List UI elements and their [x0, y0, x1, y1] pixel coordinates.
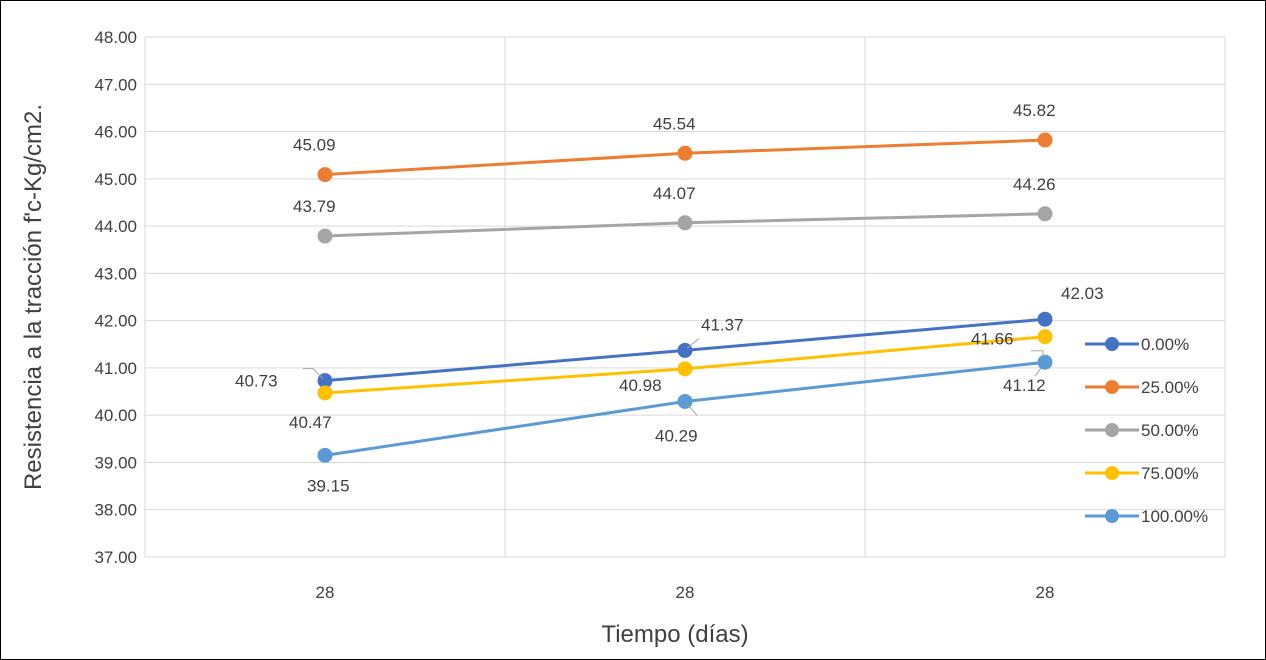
legend-marker: [1105, 509, 1119, 523]
data-point: [1037, 329, 1053, 345]
data-point: [317, 447, 333, 463]
data-label: 41.66: [971, 330, 1014, 349]
data-point: [1037, 354, 1053, 370]
legend-label: 100.00%: [1141, 507, 1208, 526]
data-label-leader: [1034, 367, 1042, 377]
data-point: [1037, 132, 1053, 148]
y-tick-label: 37.00: [94, 548, 137, 567]
legend-marker: [1105, 380, 1119, 394]
y-tick-label: 44.00: [94, 217, 137, 236]
data-label-leader: [686, 403, 698, 416]
y-tick-label: 46.00: [94, 123, 137, 142]
y-tick-label: 40.00: [94, 406, 137, 425]
data-label: 41.37: [701, 315, 744, 334]
data-label-leader: [686, 338, 700, 349]
data-label: 40.47: [289, 413, 332, 432]
legend-label: 75.00%: [1141, 464, 1199, 483]
data-label: 45.54: [653, 114, 696, 133]
data-label-leader: [303, 368, 324, 380]
data-label: 43.79: [293, 197, 336, 216]
data-point: [677, 145, 693, 161]
data-label: 39.15: [307, 476, 350, 495]
y-tick-label: 41.00: [94, 359, 137, 378]
y-tick-label: 45.00: [94, 170, 137, 189]
y-tick-label: 43.00: [94, 264, 137, 283]
data-label: 44.26: [1013, 175, 1056, 194]
legend-label: 50.00%: [1141, 421, 1199, 440]
data-point: [317, 228, 333, 244]
data-point: [1037, 206, 1053, 222]
legend-label: 25.00%: [1141, 378, 1199, 397]
x-axis-title: Tiempo (días): [601, 621, 748, 648]
legend-marker: [1105, 337, 1119, 351]
y-tick-label: 39.00: [94, 453, 137, 472]
x-tick-label: 28: [316, 583, 335, 602]
x-tick-label: 28: [1036, 583, 1055, 602]
data-point: [677, 215, 693, 231]
y-axis-title: Resistencia a la tracción f'c-Kg/cm2.: [20, 104, 47, 490]
data-label: 45.82: [1013, 101, 1056, 120]
y-tick-label: 38.00: [94, 501, 137, 520]
data-label: 40.73: [235, 372, 278, 391]
y-tick-label: 48.00: [94, 28, 137, 47]
data-point: [317, 167, 333, 183]
data-point: [677, 361, 693, 377]
legend-marker: [1105, 423, 1119, 437]
data-label: 44.07: [653, 184, 696, 203]
x-tick-label: 28: [676, 583, 695, 602]
y-tick-label: 47.00: [94, 75, 137, 94]
data-point: [1037, 311, 1053, 327]
data-label: 42.03: [1061, 284, 1104, 303]
data-label: 45.09: [293, 136, 336, 155]
y-tick-label: 42.00: [94, 312, 137, 331]
data-label: 40.98: [619, 376, 662, 395]
data-label: 41.12: [1003, 376, 1046, 395]
data-label: 40.29: [655, 426, 698, 445]
legend-marker: [1105, 466, 1119, 480]
data-label-leader: [1031, 350, 1044, 357]
data-point: [317, 385, 333, 401]
legend-label: 0.00%: [1141, 335, 1189, 354]
